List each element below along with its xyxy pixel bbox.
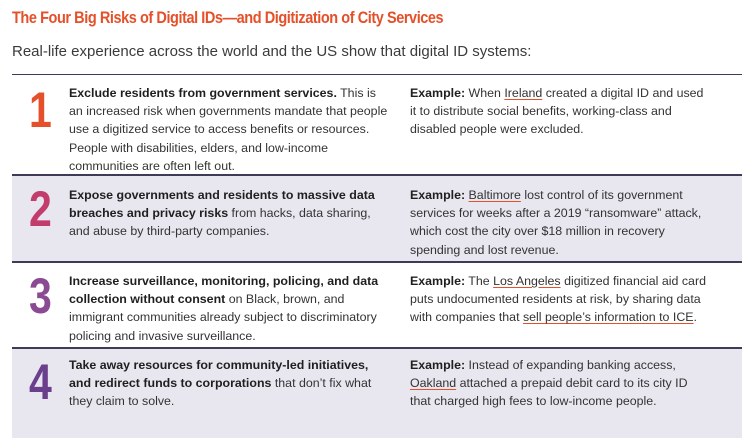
example-text: . — [693, 310, 697, 325]
example-link[interactable]: Oakland — [410, 376, 457, 391]
risk-description: Increase surveillance, monitoring, polic… — [69, 272, 393, 345]
risk-detail: on Black, brown, and immigrant communiti… — [69, 292, 377, 343]
risk-row-2: 2 Expose governments and residents to ma… — [12, 174, 742, 262]
risk-heading: Expose governments and residents to mass… — [69, 188, 375, 221]
risk-heading: Exclude residents from government servic… — [69, 86, 337, 100]
example-link[interactable]: sell people’s information to ICE — [522, 310, 694, 325]
example-text: created a digital ID and used it to dist… — [410, 86, 704, 137]
risk-number: 4 — [29, 354, 52, 410]
example-link[interactable]: Baltimore — [468, 188, 521, 202]
risk-example: Example: When Ireland created a digital … — [410, 84, 710, 139]
example-text: The — [465, 274, 494, 288]
example-text: attached a prepaid debit card to its cit… — [410, 376, 688, 409]
risk-row-3: 3 Increase surveillance, monitoring, pol… — [12, 261, 742, 348]
risk-detail: This is an increased risk when governmen… — [69, 86, 388, 173]
example-label: Example: — [410, 188, 466, 202]
risk-row-1: 1 Exclude residents from government serv… — [12, 74, 742, 174]
example-label: Example: — [410, 358, 466, 372]
example-text: Instead of expanding banking access, — [465, 358, 676, 372]
example-text: When — [465, 86, 505, 100]
page-title: The Four Big Risks of Digital IDs—and Di… — [12, 9, 444, 27]
risk-description: Take away resources for community-led in… — [69, 356, 393, 411]
risk-row-4: 4 Take away resources for community-led … — [12, 347, 742, 438]
example-label: Example: — [410, 86, 466, 100]
example-link[interactable]: Ireland — [504, 86, 543, 100]
risk-example: Example: The Los Angeles digitized finan… — [410, 272, 710, 327]
example-text: lost control of its government services … — [410, 188, 702, 257]
risk-example: Example: Instead of expanding banking ac… — [410, 356, 710, 411]
risk-example: Example: Baltimore lost control of its g… — [410, 186, 710, 259]
example-label: Example: — [410, 274, 466, 288]
risk-description: Exclude residents from government servic… — [69, 84, 393, 175]
risk-number: 2 — [29, 181, 52, 237]
risk-detail: that don’t fix what they claim to solve. — [69, 376, 372, 409]
risk-number: 1 — [29, 82, 52, 138]
risk-heading: Take away resources for community-led in… — [69, 358, 369, 391]
example-link[interactable]: Los Angeles — [493, 274, 561, 288]
risk-heading: Increase surveillance, monitoring, polic… — [69, 274, 379, 307]
example-text: digitized financial aid card puts undocu… — [410, 274, 706, 325]
page-subtitle: Real-life experience across the world an… — [12, 43, 532, 60]
risk-detail: from hacks, data sharing, and abuse by t… — [69, 206, 371, 239]
risk-description: Expose governments and residents to mass… — [69, 186, 393, 241]
risk-number: 3 — [29, 268, 52, 324]
